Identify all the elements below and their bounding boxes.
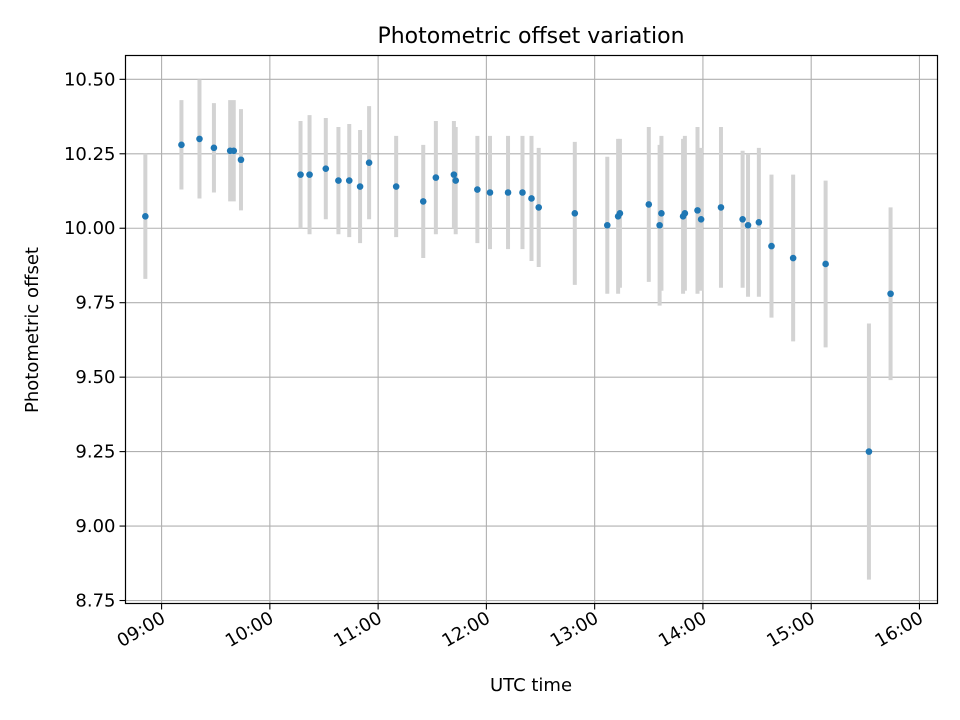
data-point xyxy=(474,186,481,193)
data-point xyxy=(432,174,440,181)
data-point xyxy=(335,177,342,184)
data-point xyxy=(717,204,725,211)
data-point xyxy=(519,189,526,196)
plot-frame xyxy=(124,54,939,605)
data-point xyxy=(392,183,400,190)
data-point xyxy=(452,177,460,184)
data-point xyxy=(450,171,458,178)
data-point xyxy=(768,242,775,250)
data-point xyxy=(681,210,689,217)
data-point xyxy=(744,221,752,229)
data-point xyxy=(656,221,663,229)
data-point xyxy=(210,144,218,152)
x-axis-label: UTC time xyxy=(490,675,572,696)
data-point xyxy=(504,189,512,196)
y-tick-label: 9.25 xyxy=(75,442,115,463)
data-point xyxy=(419,198,427,205)
data-point xyxy=(535,204,543,211)
data-point xyxy=(697,216,705,223)
data-point xyxy=(365,159,373,167)
data-point xyxy=(658,210,665,217)
data-point xyxy=(739,216,746,223)
data-point xyxy=(196,135,203,143)
y-tick-label: 9.75 xyxy=(75,293,115,314)
data-point xyxy=(645,201,653,208)
data-point xyxy=(865,448,873,455)
data-point xyxy=(237,156,245,164)
data-point xyxy=(486,189,494,196)
y-tick-label: 10.00 xyxy=(64,218,116,239)
y-tick-label: 10.25 xyxy=(64,144,116,165)
y-axis-ticks: 8.75 9.00 9.25 9.50 9.75 10.00 10.25 10.50 xyxy=(64,69,126,612)
data-point xyxy=(142,213,149,220)
data-point xyxy=(694,207,701,214)
data-points xyxy=(142,135,894,455)
data-point xyxy=(789,254,797,262)
data-point xyxy=(356,183,364,190)
y-tick-label: 10.50 xyxy=(64,69,116,90)
data-point xyxy=(297,171,304,178)
data-point xyxy=(230,147,238,155)
data-point xyxy=(322,165,330,172)
data-point xyxy=(306,171,313,178)
data-point xyxy=(345,177,353,184)
y-tick-label: 8.75 xyxy=(75,591,115,612)
data-point xyxy=(571,210,579,217)
y-tick-label: 9.00 xyxy=(75,516,115,537)
data-point xyxy=(603,221,611,229)
data-point xyxy=(822,260,829,268)
data-point xyxy=(178,141,185,149)
data-point xyxy=(887,290,894,298)
chart-title: Photometric offset variation xyxy=(377,24,684,49)
data-point xyxy=(528,195,535,202)
data-point xyxy=(755,218,763,226)
y-axis-label: Photometric offset xyxy=(22,247,43,413)
data-point xyxy=(616,210,624,217)
y-tick-label: 9.50 xyxy=(75,367,115,388)
